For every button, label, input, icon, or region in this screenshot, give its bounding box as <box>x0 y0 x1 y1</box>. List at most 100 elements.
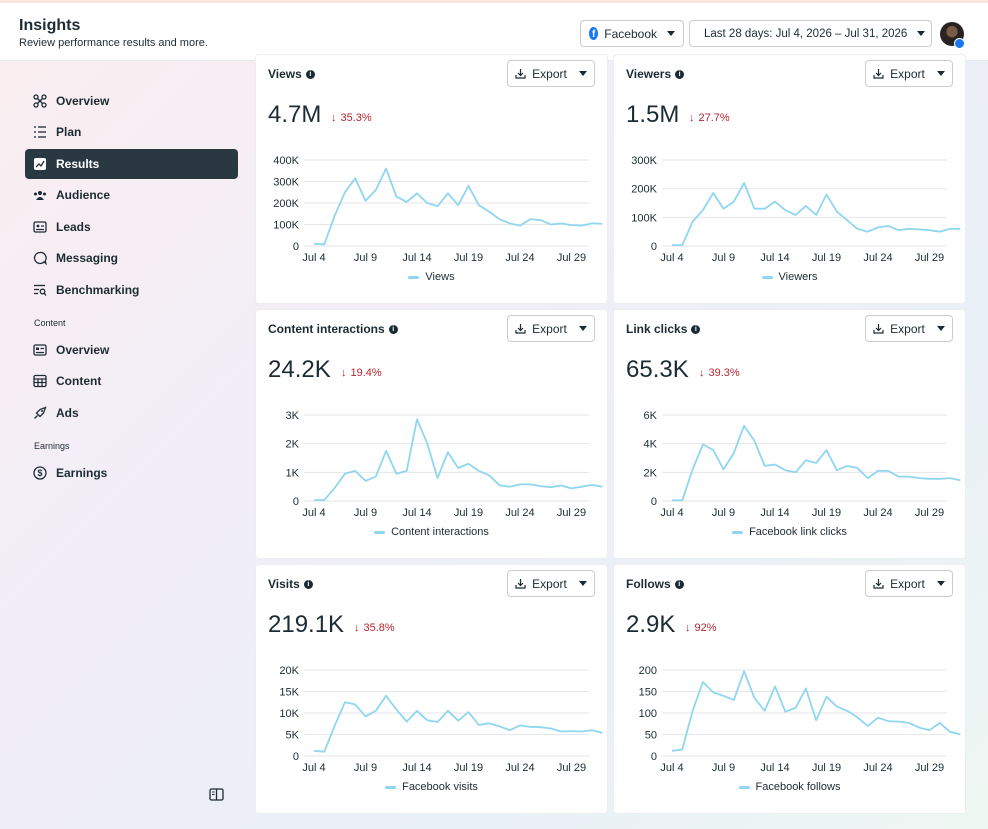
info-icon[interactable]: i <box>674 579 684 589</box>
card-title: Link clicks i <box>626 322 701 336</box>
chevron-down-icon <box>578 71 587 76</box>
overview-icon <box>33 94 47 108</box>
sidebar-item-label: Audience <box>56 188 111 202</box>
sidebar-item-benchmarking[interactable]: Benchmarking <box>25 275 238 305</box>
export-button[interactable]: Export <box>507 315 595 342</box>
page-header: Insights Review performance results and … <box>0 3 988 61</box>
sidebar-item-messaging[interactable]: Messaging <box>25 243 238 273</box>
sidebar-item-leads[interactable]: Leads <box>25 212 238 242</box>
x-tick-label: Jul 9 <box>712 762 735 774</box>
y-tick-label: 200 <box>639 665 657 677</box>
series-line <box>313 167 603 246</box>
card-title-text: Viewers <box>626 67 672 81</box>
info-icon[interactable]: i <box>675 69 685 79</box>
x-tick-label: Jul 24 <box>505 507 534 519</box>
sidebar-item-results[interactable]: Results <box>25 149 238 179</box>
legend-label: Views <box>425 271 455 283</box>
chart-legend: Facebook link clicks <box>614 526 965 538</box>
x-tick-label: Jul 29 <box>915 507 944 519</box>
chevron-down-icon <box>578 581 587 586</box>
series-line <box>672 182 961 246</box>
legend-label: Facebook link clicks <box>749 526 847 538</box>
sidebar-item-content-overview[interactable]: Overview <box>25 335 238 365</box>
export-button-label: Export <box>890 66 925 81</box>
metric-card-viewers: Viewers i Export 1.5M ↓ 27.7% 0 100K 200K 300K Jul… <box>614 55 965 303</box>
export-button[interactable]: Export <box>865 60 953 87</box>
line-chart: 0 5K 10K 15K 20K Jul 4 Jul 9 Jul 14 Jul 19 Jul 24… <box>279 665 603 774</box>
card-title-text: Visits <box>268 577 300 591</box>
info-icon[interactable]: i <box>388 324 398 334</box>
download-icon <box>515 324 526 334</box>
sidebar-item-audience[interactable]: Audience <box>25 180 238 210</box>
export-button-label: Export <box>890 576 925 591</box>
chart-legend: Viewers <box>614 271 965 283</box>
metric-value: 65.3K <box>626 356 689 383</box>
metric-change: ↓ 39.3% <box>699 367 740 379</box>
sidebar-item-label: Content <box>56 374 102 388</box>
y-tick-label: 400K <box>273 155 299 167</box>
metric-card-content-interactions: Content interactions i Export 24.2K ↓ 19.4% 0 1… <box>256 310 607 558</box>
export-button[interactable]: Export <box>865 315 953 342</box>
chart-legend: Content interactions <box>256 526 607 538</box>
metric-change-value: 19.4% <box>350 367 382 379</box>
sidebar-item-earnings[interactable]: $ Earnings <box>25 458 238 488</box>
sidebar-item-label: Earnings <box>56 466 108 480</box>
sidebar-item-label: Leads <box>56 220 91 234</box>
y-tick-label: 200K <box>273 198 299 210</box>
results-icon <box>33 157 47 171</box>
metric-change: ↓ 35.8% <box>354 622 395 634</box>
y-tick-label: 100K <box>631 212 657 224</box>
metric-change: ↓ 19.4% <box>341 367 382 379</box>
chart-legend: Facebook follows <box>614 781 965 793</box>
page-subtitle: Review performance results and more. <box>19 37 208 49</box>
x-tick-label: Jul 24 <box>863 507 892 519</box>
y-tick-label: 300K <box>273 177 299 189</box>
y-tick-label: 15K <box>279 687 299 699</box>
sidebar-item-plan[interactable]: Plan <box>25 117 238 147</box>
metric-value: 4.7M <box>268 101 322 128</box>
sidebar-item-label: Results <box>56 157 100 171</box>
y-tick-label: 2K <box>286 439 300 451</box>
sidebar-item-label: Benchmarking <box>56 283 140 297</box>
x-tick-label: Jul 29 <box>557 507 586 519</box>
content-icon <box>33 374 47 388</box>
y-tick-label: 0 <box>651 241 657 253</box>
platform-selector-label: Facebook <box>604 26 657 41</box>
x-tick-label: Jul 4 <box>660 252 683 264</box>
date-range-selector[interactable]: Last 28 days: Jul 4, 2026 – Jul 31, 2026 <box>689 20 932 47</box>
y-tick-label: 0 <box>651 751 657 763</box>
platform-selector[interactable]: f Facebook <box>580 20 684 47</box>
collapse-sidebar-icon[interactable] <box>209 788 224 806</box>
metric-change-value: 27.7% <box>698 112 730 124</box>
line-chart: 0 50 100 150 200 Jul 4 Jul 9 Jul 14 Jul 19 Jul 24… <box>639 665 961 774</box>
benchmarking-icon <box>33 283 47 297</box>
export-button[interactable]: Export <box>507 60 595 87</box>
x-tick-label: Jul 19 <box>812 762 841 774</box>
sidebar-item-content[interactable]: Content <box>25 366 238 396</box>
chevron-down-icon <box>936 326 945 331</box>
sidebar-item-label: Overview <box>56 94 110 108</box>
x-tick-label: Jul 4 <box>660 507 683 519</box>
x-tick-label: Jul 14 <box>402 507 431 519</box>
series-line <box>671 670 961 752</box>
export-button[interactable]: Export <box>507 570 595 597</box>
metric-card-views: Views i Export 4.7M ↓ 35.3% 0 100K 200K 300K 400K J… <box>256 55 607 303</box>
export-button-label: Export <box>532 321 567 336</box>
info-icon[interactable]: i <box>303 579 313 589</box>
x-tick-label: Jul 9 <box>354 762 377 774</box>
info-icon[interactable]: i <box>305 69 315 79</box>
y-tick-label: 5K <box>286 730 300 742</box>
date-range-label: Last 28 days: Jul 4, 2026 – Jul 31, 2026 <box>704 27 908 40</box>
sidebar-item-ads[interactable]: Ads <box>25 398 238 428</box>
page-title: Insights <box>19 17 81 34</box>
export-button[interactable]: Export <box>865 570 953 597</box>
x-tick-label: Jul 29 <box>915 252 944 264</box>
arrow-down-icon: ↓ <box>689 112 695 124</box>
sidebar-item-overview[interactable]: Overview <box>25 86 238 116</box>
info-icon[interactable]: i <box>691 324 701 334</box>
line-chart: 0 100K 200K 300K 400K Jul 4 Jul 9 Jul 14 Jul 19 J… <box>273 155 603 264</box>
svg-text:$: $ <box>37 468 42 478</box>
card-title-text: Views <box>268 67 302 81</box>
arrow-down-icon: ↓ <box>354 622 360 634</box>
download-icon <box>873 69 884 79</box>
